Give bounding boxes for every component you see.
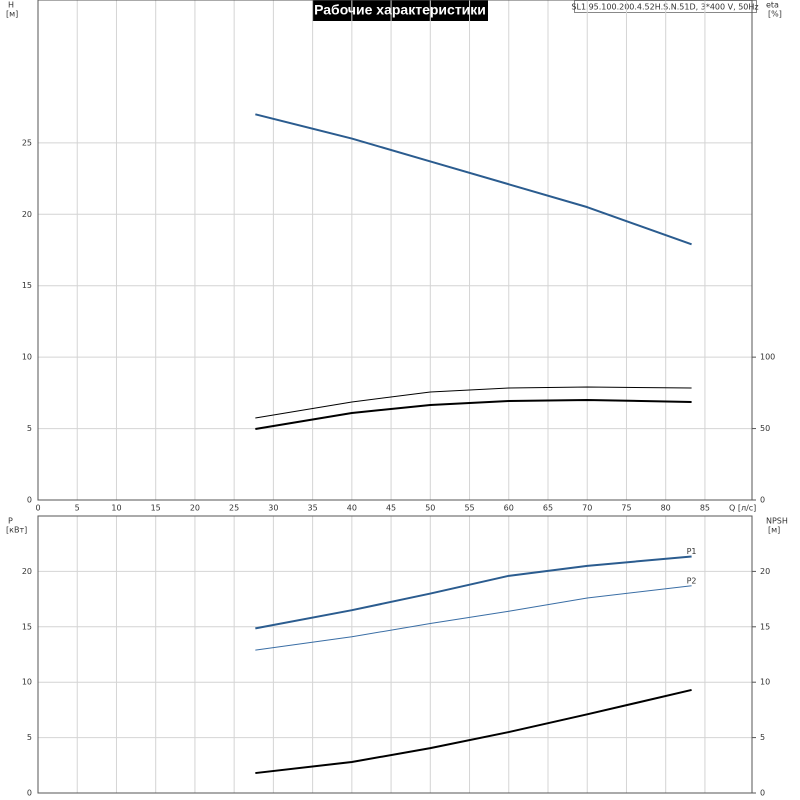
x-tick-label: 55	[464, 504, 474, 513]
y2-tick-label: 20	[760, 567, 770, 576]
x-tick-label: 40	[347, 504, 357, 513]
curve	[255, 399, 692, 430]
plot-frame	[37, 0, 753, 501]
curve	[255, 555, 692, 630]
y-axis-unit: [кВт]	[6, 526, 27, 535]
y2-axis-label: NPSH	[766, 517, 788, 526]
x-axis-label: Q [л/с]	[729, 504, 756, 513]
x-tick-label: 60	[504, 504, 514, 513]
curve	[255, 585, 692, 651]
chart-subtitle: SL1.95.100.200.4.52H.S.N.51D, 3*400 V, 5…	[571, 3, 758, 12]
y2-tick-label: 100	[760, 353, 775, 362]
y-tick-label: 15	[22, 281, 32, 290]
y2-tick-label: 50	[760, 424, 770, 433]
x-tick-label: 80	[661, 504, 671, 513]
x-tick-label: 20	[190, 504, 200, 513]
x-tick-label: 35	[308, 504, 318, 513]
x-tick-label: 10	[111, 504, 121, 513]
x-tick-label: 70	[582, 504, 592, 513]
y2-tick-label: 15	[760, 622, 770, 631]
y2-tick-label: 0	[760, 496, 765, 505]
y-axis-label: H	[8, 1, 14, 10]
y-tick-label: 20	[22, 567, 32, 576]
y-tick-label: 20	[22, 210, 32, 219]
x-tick-label: 5	[75, 504, 80, 513]
y2-tick-label: 5	[760, 733, 765, 742]
x-tick-label: 15	[151, 504, 161, 513]
y-tick-label: 15	[22, 622, 32, 631]
y-tick-label: 10	[22, 353, 32, 362]
curve	[255, 113, 692, 246]
title-box	[312, 0, 488, 21]
y-tick-label: 5	[27, 424, 32, 433]
y-tick-label: 0	[27, 496, 32, 505]
y-axis-unit: [м]	[6, 10, 18, 19]
y-axis-label: P	[8, 517, 13, 526]
y2-tick-label: 0	[760, 789, 765, 798]
x-tick-label: 65	[543, 504, 553, 513]
y-tick-label: 10	[22, 678, 32, 687]
curve	[255, 688, 692, 775]
x-tick-label: 75	[621, 504, 631, 513]
x-tick-label: 0	[35, 504, 40, 513]
y2-axis-unit: [%]	[768, 10, 782, 19]
plot-frame	[37, 515, 753, 794]
series-label: P2	[687, 576, 697, 585]
y-tick-label: 0	[27, 789, 32, 798]
curve	[255, 386, 692, 419]
x-tick-label: 45	[386, 504, 396, 513]
y2-tick-label: 10	[760, 678, 770, 687]
y-tick-label: 25	[22, 138, 32, 147]
y2-axis-label: eta	[766, 1, 779, 10]
x-tick-label: 85	[700, 504, 710, 513]
x-tick-label: 25	[229, 504, 239, 513]
series-label: P1	[687, 547, 697, 556]
chart-title: Рабочие характеристики	[314, 2, 486, 18]
x-tick-label: 50	[425, 504, 435, 513]
y-tick-label: 5	[27, 733, 32, 742]
y2-axis-unit: [м]	[768, 526, 780, 535]
x-tick-label: 30	[268, 504, 278, 513]
